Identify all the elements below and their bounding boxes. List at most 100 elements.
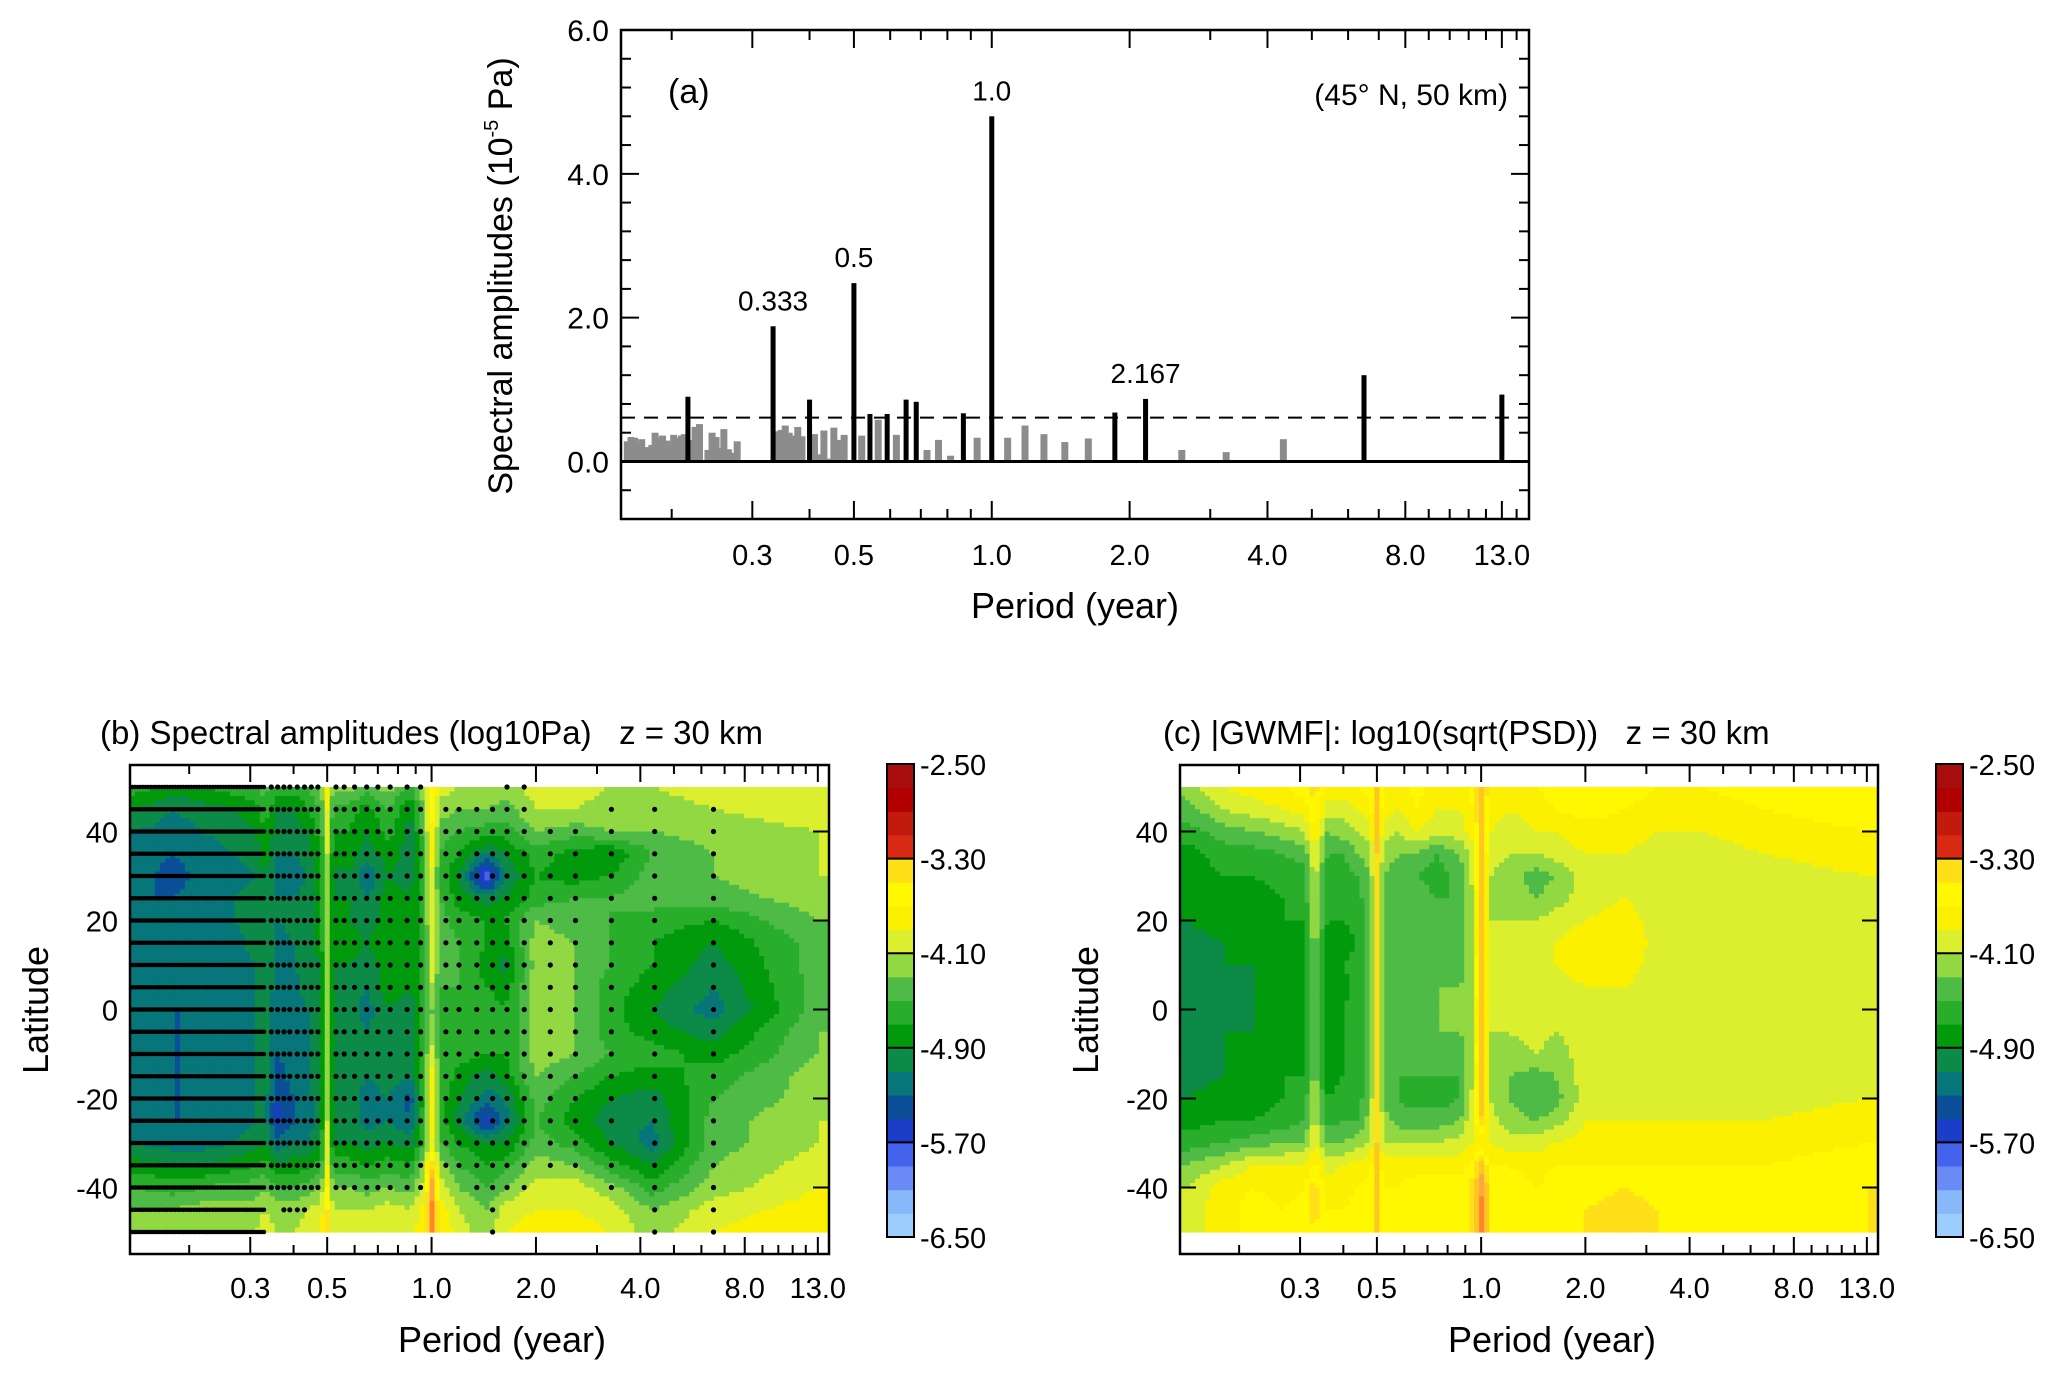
- heatmap-cell: [219, 1076, 226, 1082]
- heatmap-cell: [199, 1040, 206, 1046]
- insignificant-bar: [1084, 438, 1092, 462]
- heatmap-cell: [264, 1022, 271, 1028]
- heatmap-cell: [354, 787, 361, 793]
- heatmap-cell: [259, 876, 266, 882]
- heatmap-cell: [269, 853, 276, 859]
- heatmap-cell: [264, 960, 271, 966]
- heatmap-cell: [199, 1018, 206, 1024]
- heatmap-cell: [244, 1143, 251, 1149]
- heatmap-cell: [304, 1174, 311, 1180]
- heatmap-cell: [219, 809, 226, 815]
- heatmap-cell: [154, 844, 161, 850]
- heatmap-cell: [139, 1223, 146, 1229]
- heatmap-cell: [349, 1071, 356, 1077]
- heatmap-cell: [159, 1174, 166, 1180]
- heatmap-cell: [359, 1200, 366, 1206]
- heatmap-cell: [134, 1165, 141, 1171]
- heatmap-cell: [189, 1040, 196, 1046]
- heatmap-cell: [149, 907, 156, 913]
- heatmap-cell: [334, 911, 341, 917]
- heatmap-cell: [134, 1000, 141, 1006]
- heatmap-cell: [314, 1134, 321, 1140]
- heatmap-cell: [244, 1120, 251, 1126]
- heatmap-cell: [349, 1040, 356, 1046]
- heatmap-cell: [299, 876, 306, 882]
- heatmap-cell: [324, 1151, 331, 1157]
- heatmap-cell: [354, 1191, 361, 1197]
- heatmap-cell: [159, 951, 166, 957]
- heatmap-cell: [184, 1178, 191, 1184]
- heatmap-cell: [134, 831, 141, 837]
- heatmap-cell: [144, 898, 151, 904]
- heatmap-cell: [134, 840, 141, 846]
- heatmap-cell: [329, 1227, 336, 1233]
- heatmap-cell: [219, 987, 226, 993]
- heatmap-cell: [130, 1036, 136, 1042]
- heatmap-cell: [319, 1129, 326, 1135]
- heatmap-cell: [289, 1067, 296, 1073]
- heatmap-cell: [319, 920, 326, 926]
- heatmap-cell: [334, 1187, 341, 1193]
- heatmap-cell: [274, 933, 281, 939]
- heatmap-cell: [279, 835, 286, 841]
- heatmap-cell: [194, 1067, 201, 1073]
- heatmap-cell: [334, 1080, 341, 1086]
- heatmap-cell: [219, 1107, 226, 1113]
- heatmap-cell: [244, 1107, 251, 1113]
- heatmap-cell: [229, 1076, 236, 1082]
- heatmap-cell: [304, 1227, 311, 1233]
- heatmap-cell: [130, 800, 136, 806]
- heatmap-cell: [344, 1227, 351, 1233]
- heatmap-cell: [144, 1120, 151, 1126]
- heatmap-cell: [149, 1062, 156, 1068]
- heatmap-cell: [224, 996, 231, 1002]
- heatmap-cell: [329, 835, 336, 841]
- heatmap-cell: [149, 1209, 156, 1215]
- heatmap-cell: [219, 840, 226, 846]
- heatmap-cell: [184, 902, 191, 908]
- heatmap-cell: [284, 1062, 291, 1068]
- heatmap-cell: [174, 1125, 181, 1131]
- heatmap-cell: [149, 1156, 156, 1162]
- heatmap-cell: [349, 1022, 356, 1028]
- heatmap-cell: [204, 973, 211, 979]
- heatmap-cell: [349, 1045, 356, 1051]
- heatmap-cell: [184, 1120, 191, 1126]
- heatmap-cell: [269, 1174, 276, 1180]
- heatmap-cell: [159, 1058, 166, 1064]
- heatmap-cell: [149, 1223, 156, 1229]
- heatmap-cell: [329, 1200, 336, 1206]
- heatmap-cell: [189, 1036, 196, 1042]
- heatmap-cell: [219, 1036, 226, 1042]
- heatmap-cell: [179, 924, 186, 930]
- heatmap-cell: [249, 1102, 256, 1108]
- heatmap-cell: [369, 795, 376, 801]
- heatmap-cell: [219, 876, 226, 882]
- heatmap-cell: [324, 1005, 331, 1011]
- heatmap-cell: [249, 1125, 256, 1131]
- heatmap-cell: [364, 1156, 371, 1162]
- heatmap-cell: [259, 1067, 266, 1073]
- heatmap-cell: [354, 965, 361, 971]
- heatmap-cell: [284, 898, 291, 904]
- heatmap-cell: [339, 1054, 346, 1060]
- heatmap-cell: [139, 787, 146, 793]
- heatmap-cell: [284, 911, 291, 917]
- heatmap-cell: [289, 1191, 296, 1197]
- heatmap-cell: [264, 1120, 271, 1126]
- heatmap-cell: [284, 1009, 291, 1015]
- heatmap-cell: [254, 862, 261, 868]
- heatmap-cell: [269, 795, 276, 801]
- heatmap-cell: [189, 1111, 196, 1117]
- heatmap-cell: [339, 929, 346, 935]
- heatmap-cell: [284, 1129, 291, 1135]
- heatmap-cell: [219, 1102, 226, 1108]
- heatmap-cell: [139, 1143, 146, 1149]
- heatmap-cell: [329, 1143, 336, 1149]
- heatmap-cell: [209, 1125, 216, 1131]
- heatmap-cell: [189, 835, 196, 841]
- heatmap-cell: [239, 1089, 246, 1095]
- heatmap-cell: [164, 787, 171, 793]
- heatmap-cell: [294, 889, 301, 895]
- heatmap-cell: [184, 867, 191, 873]
